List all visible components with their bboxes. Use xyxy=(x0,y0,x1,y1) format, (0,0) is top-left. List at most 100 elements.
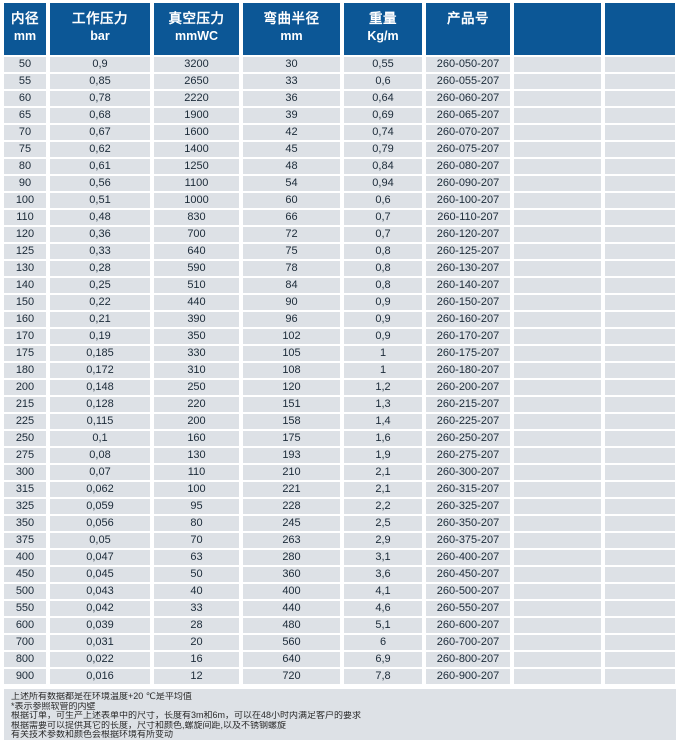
table-cell: 0,6 xyxy=(344,74,422,89)
table-cell: 1,3 xyxy=(344,397,422,412)
header-label: 产品号 xyxy=(447,11,489,26)
header-label: 真空压力 xyxy=(168,11,225,26)
table-cell: 0,7 xyxy=(344,227,422,242)
table-row: 150 0,22 440 90 0,9 260-150-207 xyxy=(4,295,675,310)
footnotes: 上述所有数据都是在环境温度+20 ℃是平均值 *表示参照软管的内壁 根据订单，可… xyxy=(4,689,676,740)
table-cell xyxy=(605,516,675,531)
table-cell xyxy=(605,210,675,225)
table-cell: 4,1 xyxy=(344,584,422,599)
table-cell: 315 xyxy=(4,482,46,497)
table-row: 300 0,07 110 210 2,1 260-300-207 xyxy=(4,465,675,480)
table-cell: 400 xyxy=(4,550,46,565)
table-cell: 160 xyxy=(154,431,239,446)
table-row: 55 0,85 2650 33 0,6 260-055-207 xyxy=(4,74,675,89)
table-cell: 260-400-207 xyxy=(426,550,510,565)
table-cell: 260-175-207 xyxy=(426,346,510,361)
table-cell: 325 xyxy=(4,499,46,514)
table-cell: 215 xyxy=(4,397,46,412)
header-label: 工作压力 xyxy=(72,11,128,26)
table-cell: 0,68 xyxy=(50,108,150,123)
table-cell: 105 xyxy=(243,346,340,361)
table-cell xyxy=(605,125,675,140)
table-cell xyxy=(605,584,675,599)
table-cell xyxy=(605,176,675,191)
table-cell: 0,07 xyxy=(50,465,150,480)
table-cell xyxy=(514,295,601,310)
footnote-line: 有关技术参数和颜色会根据环境有所变动 xyxy=(11,730,174,739)
table-cell xyxy=(605,533,675,548)
table-cell xyxy=(605,635,675,650)
table-cell: 7,8 xyxy=(344,669,422,684)
table-cell: 260-065-207 xyxy=(426,108,510,123)
table-cell xyxy=(514,550,601,565)
table-cell: 0,61 xyxy=(50,159,150,174)
table-cell: 550 xyxy=(4,601,46,616)
table-cell xyxy=(514,465,601,480)
table-row: 130 0,28 590 78 0,8 260-130-207 xyxy=(4,261,675,276)
table-cell: 160 xyxy=(4,312,46,327)
table-cell xyxy=(605,312,675,327)
table-cell: 260-080-207 xyxy=(426,159,510,174)
table-cell: 260-500-207 xyxy=(426,584,510,599)
table-cell: 210 xyxy=(243,465,340,480)
table-cell: 1250 xyxy=(154,159,239,174)
table-cell: 0,059 xyxy=(50,499,150,514)
table-cell xyxy=(514,567,601,582)
table-cell: 0,55 xyxy=(344,57,422,72)
table-row: 600 0,039 28 480 5,1 260-600-207 xyxy=(4,618,675,633)
table-cell: 30 xyxy=(243,57,340,72)
table-header: 内径 mm 工作压力 bar 真空压力 mmWC 弯曲半径 mm 重量 Kg xyxy=(4,3,675,55)
table-row: 100 0,51 1000 60 0,6 260-100-207 xyxy=(4,193,675,208)
table-cell: 0,84 xyxy=(344,159,422,174)
table-cell: 0,9 xyxy=(50,57,150,72)
table-cell: 260-100-207 xyxy=(426,193,510,208)
table-cell xyxy=(514,57,601,72)
table-cell: 250 xyxy=(4,431,46,446)
table-cell: 720 xyxy=(243,669,340,684)
table-cell: 300 xyxy=(4,465,46,480)
header-inner-diameter: 内径 mm xyxy=(4,3,46,55)
table-cell: 0,031 xyxy=(50,635,150,650)
table-cell: 260-060-207 xyxy=(426,91,510,106)
table-cell: 260-050-207 xyxy=(426,57,510,72)
table-cell: 200 xyxy=(154,414,239,429)
table-cell: 102 xyxy=(243,329,340,344)
table-cell: 260-550-207 xyxy=(426,601,510,616)
table-row: 800 0,022 16 640 6,9 260-800-207 xyxy=(4,652,675,667)
table-cell: 0,48 xyxy=(50,210,150,225)
table-cell xyxy=(605,261,675,276)
table-cell: 2,9 xyxy=(344,533,422,548)
table-cell: 50 xyxy=(154,567,239,582)
table-cell: 130 xyxy=(4,261,46,276)
table-cell xyxy=(605,329,675,344)
table-cell xyxy=(605,448,675,463)
table-cell: 0,8 xyxy=(344,278,422,293)
table-cell: 100 xyxy=(154,482,239,497)
table-cell: 0,67 xyxy=(50,125,150,140)
table-cell: 63 xyxy=(154,550,239,565)
table-cell: 263 xyxy=(243,533,340,548)
table-cell: 260-325-207 xyxy=(426,499,510,514)
table-cell: 900 xyxy=(4,669,46,684)
table-cell xyxy=(605,227,675,242)
table-cell: 66 xyxy=(243,210,340,225)
table-cell: 110 xyxy=(154,465,239,480)
table-cell xyxy=(605,550,675,565)
table-cell: 0,9 xyxy=(344,295,422,310)
table-cell: 1,2 xyxy=(344,380,422,395)
header-label: 弯曲半径 xyxy=(263,11,320,26)
table-cell: 0,043 xyxy=(50,584,150,599)
table-cell xyxy=(605,618,675,633)
table-cell: 260-150-207 xyxy=(426,295,510,310)
table-cell: 39 xyxy=(243,108,340,123)
table-cell: 260-070-207 xyxy=(426,125,510,140)
table-cell: 0,047 xyxy=(50,550,150,565)
table-cell: 260-125-207 xyxy=(426,244,510,259)
table-cell: 0,042 xyxy=(50,601,150,616)
table-cell xyxy=(605,278,675,293)
table-cell xyxy=(514,142,601,157)
footnote-line: 根据需要可以提供其它的长度，尺寸和颜色,螺旋间距,以及不锈钢螺旋 xyxy=(11,720,287,730)
table-cell: 0,8 xyxy=(344,244,422,259)
table-cell xyxy=(605,193,675,208)
table-cell: 260-375-207 xyxy=(426,533,510,548)
